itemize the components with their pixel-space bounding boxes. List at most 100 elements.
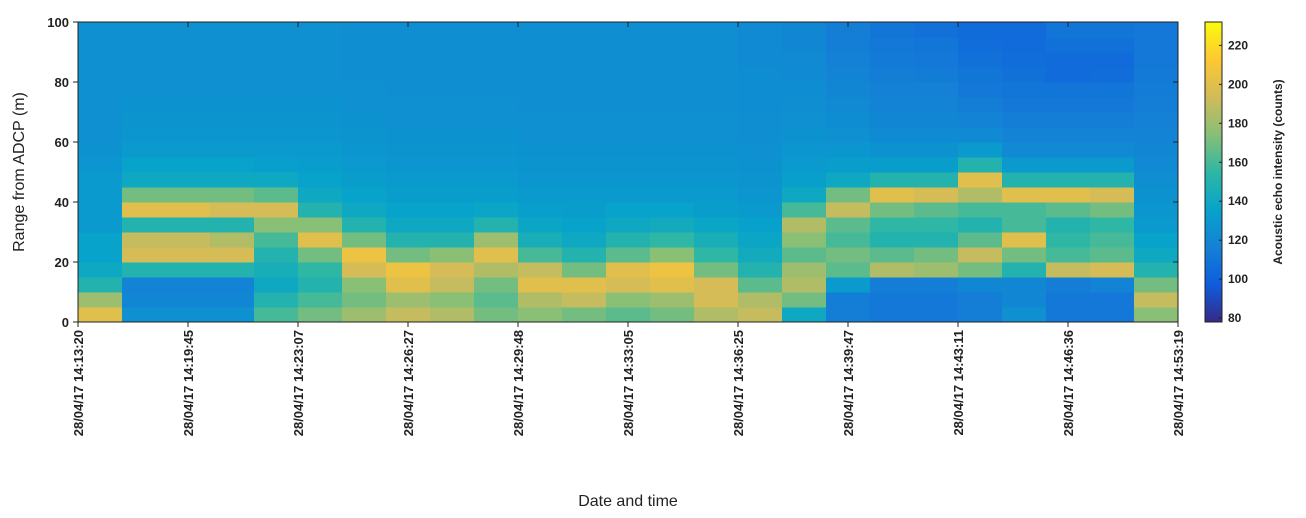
heat-cell bbox=[694, 127, 739, 143]
heat-cell bbox=[1046, 52, 1091, 68]
heat-cell bbox=[1002, 157, 1047, 173]
heat-cell bbox=[694, 157, 739, 173]
heat-cell bbox=[738, 157, 783, 173]
heat-cell bbox=[254, 37, 299, 53]
heat-cell bbox=[298, 217, 343, 233]
colorbar-tick-label: 140 bbox=[1228, 194, 1248, 208]
heat-cell bbox=[518, 187, 563, 203]
heat-cell bbox=[694, 112, 739, 128]
heat-cell bbox=[254, 142, 299, 158]
colorbar-title: Acoustic echo intensity (counts) bbox=[1271, 79, 1285, 264]
heat-cell bbox=[694, 52, 739, 68]
heat-cell bbox=[1046, 157, 1091, 173]
heat-cell bbox=[1002, 112, 1047, 128]
heat-cell bbox=[518, 37, 563, 53]
heat-cell bbox=[1134, 22, 1179, 38]
heat-cell bbox=[650, 277, 695, 293]
heat-cell bbox=[386, 97, 431, 113]
heat-cell bbox=[518, 262, 563, 278]
heat-cell bbox=[518, 127, 563, 143]
heat-cell bbox=[562, 187, 607, 203]
heat-cell bbox=[518, 307, 563, 323]
x-tick-label: 28/04/17 14:13:20 bbox=[71, 330, 86, 436]
heat-cell bbox=[782, 172, 827, 188]
colorbar-tick-label: 220 bbox=[1228, 38, 1248, 52]
heat-cell bbox=[474, 217, 519, 233]
heat-cell bbox=[166, 187, 211, 203]
heat-cell bbox=[562, 127, 607, 143]
heat-cell bbox=[342, 112, 387, 128]
heat-cell bbox=[474, 52, 519, 68]
heat-cell bbox=[1002, 292, 1047, 308]
heat-cell bbox=[650, 307, 695, 323]
heat-cell bbox=[386, 217, 431, 233]
heat-cell bbox=[782, 37, 827, 53]
y-tick-label: 60 bbox=[55, 135, 69, 150]
x-tick-label: 28/04/17 14:29:48 bbox=[511, 330, 526, 436]
heat-cell bbox=[298, 277, 343, 293]
heat-cell bbox=[870, 232, 915, 248]
heat-cell bbox=[738, 127, 783, 143]
heat-cell bbox=[738, 292, 783, 308]
heat-cell bbox=[518, 142, 563, 158]
heat-cell bbox=[254, 202, 299, 218]
heat-cell bbox=[782, 247, 827, 263]
heat-cell bbox=[298, 37, 343, 53]
heat-cell bbox=[606, 142, 651, 158]
heat-cell bbox=[694, 67, 739, 83]
heat-cell bbox=[210, 127, 255, 143]
heat-cell bbox=[870, 262, 915, 278]
heat-cell bbox=[166, 52, 211, 68]
heat-cell bbox=[914, 157, 959, 173]
heat-cell bbox=[78, 292, 123, 308]
heat-cell bbox=[430, 247, 475, 263]
x-tick-label: 28/04/17 14:33:05 bbox=[621, 330, 636, 436]
heat-cell bbox=[738, 217, 783, 233]
heat-cell bbox=[474, 127, 519, 143]
heat-cell bbox=[122, 142, 167, 158]
heat-cell bbox=[738, 37, 783, 53]
heat-cell bbox=[210, 37, 255, 53]
heat-cell bbox=[562, 37, 607, 53]
heat-cell bbox=[430, 67, 475, 83]
heat-cell bbox=[914, 202, 959, 218]
heat-cell bbox=[694, 172, 739, 188]
heat-cell bbox=[386, 187, 431, 203]
heat-cell bbox=[958, 292, 1003, 308]
heat-cell bbox=[342, 37, 387, 53]
heat-cell bbox=[870, 157, 915, 173]
heat-cell bbox=[122, 112, 167, 128]
heat-cell bbox=[1046, 217, 1091, 233]
heat-cell bbox=[1002, 127, 1047, 143]
heat-cell bbox=[1090, 277, 1135, 293]
heat-cell bbox=[650, 247, 695, 263]
heat-cell bbox=[122, 262, 167, 278]
heat-cell bbox=[738, 112, 783, 128]
heat-cell bbox=[870, 37, 915, 53]
heat-cell bbox=[518, 232, 563, 248]
heat-cell bbox=[518, 217, 563, 233]
heat-cell bbox=[78, 82, 123, 98]
x-axis-title: Date and time bbox=[578, 493, 678, 510]
heat-cell bbox=[958, 37, 1003, 53]
heat-cell bbox=[78, 307, 123, 323]
heat-cell bbox=[958, 217, 1003, 233]
heat-cell bbox=[1046, 67, 1091, 83]
heat-cell bbox=[78, 22, 123, 38]
heat-cell bbox=[958, 187, 1003, 203]
heat-cell bbox=[430, 157, 475, 173]
x-tick-label: 28/04/17 14:43:11 bbox=[951, 330, 966, 436]
heat-cell bbox=[870, 127, 915, 143]
heat-cell bbox=[738, 187, 783, 203]
heat-cell bbox=[694, 217, 739, 233]
heat-cell bbox=[342, 97, 387, 113]
heat-cell bbox=[1134, 82, 1179, 98]
heat-cell bbox=[210, 217, 255, 233]
heat-cell bbox=[342, 292, 387, 308]
heat-cell bbox=[78, 232, 123, 248]
heat-cell bbox=[1090, 142, 1135, 158]
heat-cell bbox=[562, 97, 607, 113]
heat-cell bbox=[782, 292, 827, 308]
heat-cell bbox=[474, 307, 519, 323]
heat-cell bbox=[826, 37, 871, 53]
